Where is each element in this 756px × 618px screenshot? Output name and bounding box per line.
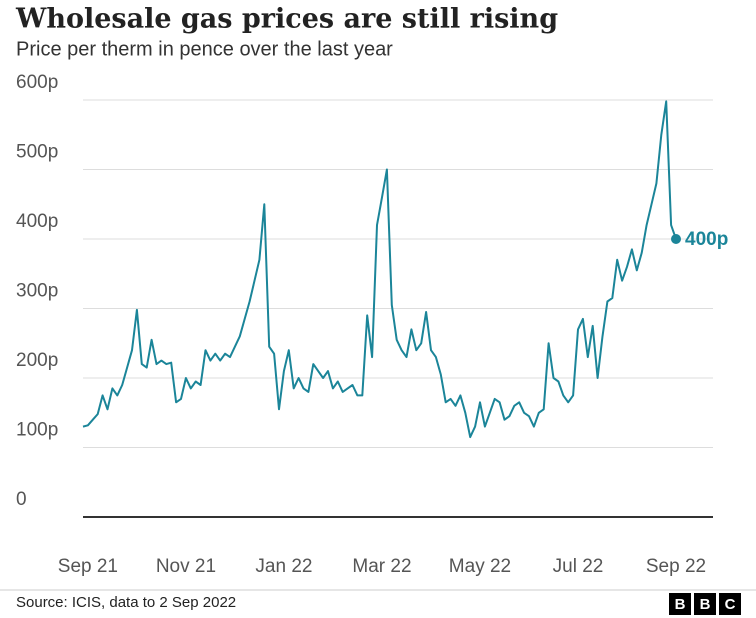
x-tick-label: Jan 22 (255, 556, 312, 577)
end-label: 400p (685, 229, 728, 250)
y-tick-label: 100p (16, 420, 58, 441)
x-tick-label: Nov 21 (156, 556, 216, 577)
end-point (671, 234, 681, 244)
price-line (82, 100, 677, 439)
logo-letter: B (675, 596, 686, 613)
source: Source: ICIS, data to 2 Sep 2022 (16, 594, 236, 611)
logo-box (669, 593, 691, 615)
chart-subtitle: Price per therm in pence over the last y… (16, 38, 393, 60)
logo-letter: C (725, 596, 736, 613)
chart-title: Wholesale gas prices are still rising (15, 4, 558, 35)
y-tick-label: 0 (16, 489, 27, 510)
y-tick-label: 400p (16, 211, 58, 232)
y-tick-label: 600p (16, 72, 58, 93)
y-tick-label: 300p (16, 281, 58, 302)
x-tick-label: May 22 (449, 556, 511, 577)
x-tick-label: Sep 21 (58, 556, 118, 577)
y-tick-label: 500p (16, 142, 58, 163)
logo-box (719, 593, 741, 615)
logo-letter: B (700, 596, 711, 613)
x-tick-label: Jul 22 (553, 556, 604, 577)
y-tick-label: 200p (16, 350, 58, 371)
x-tick-label: Mar 22 (352, 556, 411, 577)
x-tick-label: Sep 22 (646, 556, 706, 577)
logo-box (694, 593, 716, 615)
